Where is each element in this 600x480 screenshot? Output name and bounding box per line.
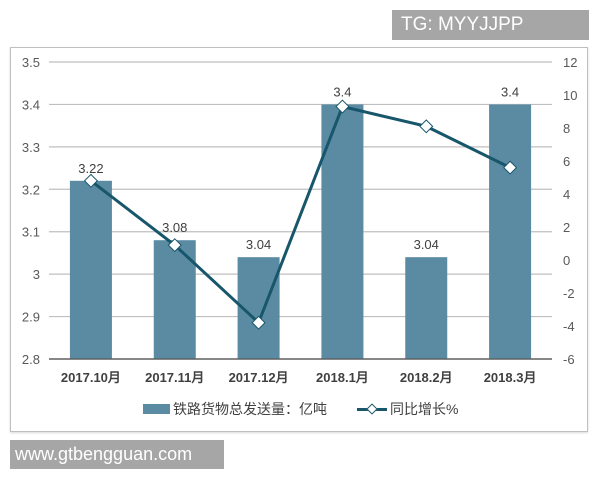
right-axis-tick: 8 bbox=[563, 121, 570, 136]
right-axis-ticks: 12 10 8 6 4 2 0 -2 -4 -6 bbox=[563, 55, 577, 367]
line-legend-swatch-icon bbox=[357, 404, 387, 414]
diamond-marker-icon bbox=[503, 160, 518, 175]
bar bbox=[69, 180, 112, 359]
bar bbox=[321, 104, 364, 359]
legend: 铁路货物总发送量：亿吨 同比增长% bbox=[143, 399, 458, 419]
bar-legend-label: 铁路货物总发送量：亿吨 bbox=[173, 401, 327, 417]
right-axis-tick: 12 bbox=[563, 55, 577, 70]
bar bbox=[405, 257, 448, 359]
left-axis-tick: 3.4 bbox=[22, 97, 40, 112]
x-axis-labels: 2017.10月 2017.11月 2017.12月 2018.1月 2018.2月 20… bbox=[61, 370, 537, 385]
bar-legend-swatch bbox=[143, 404, 170, 414]
right-axis-tick: -6 bbox=[563, 352, 575, 367]
x-axis-label: 2018.3月 bbox=[484, 370, 537, 385]
right-axis-tick: 10 bbox=[563, 88, 577, 103]
bar-data-labels: 3.22 3.08 3.04 3.4 3.04 3.4 bbox=[78, 84, 519, 252]
bar-data-label: 3.04 bbox=[414, 237, 439, 252]
bar-data-label: 3.22 bbox=[78, 161, 103, 176]
left-axis-tick: 3.5 bbox=[22, 55, 40, 70]
growth-line bbox=[90, 104, 511, 326]
right-axis-tick: 6 bbox=[563, 154, 570, 169]
diamond-marker-icon bbox=[335, 99, 350, 114]
right-axis-tick: -2 bbox=[563, 286, 575, 301]
chart-frame bbox=[10, 47, 588, 432]
left-axis-tick: 2.9 bbox=[22, 310, 40, 325]
x-axis-label: 2018.1月 bbox=[316, 370, 369, 385]
diamond-marker-icon bbox=[167, 238, 182, 253]
x-axis-label: 2018.2月 bbox=[400, 370, 453, 385]
watermark-top: TG: MYYJJPP bbox=[392, 10, 589, 40]
line-series bbox=[83, 99, 518, 330]
left-axis-tick: 2.8 bbox=[22, 352, 40, 367]
left-axis-tick: 3.2 bbox=[22, 182, 40, 197]
bar-data-label: 3.4 bbox=[333, 84, 351, 99]
right-axis-tick: -4 bbox=[563, 319, 575, 334]
x-axis-label: 2017.10月 bbox=[61, 370, 121, 385]
diamond-marker-icon bbox=[419, 119, 434, 134]
watermark-bottom: www.gtbengguan.com bbox=[10, 440, 224, 469]
diamond-marker-icon bbox=[251, 315, 266, 330]
bar-series bbox=[49, 104, 552, 360]
right-axis-tick: 4 bbox=[563, 187, 570, 202]
bar-data-label: 3.04 bbox=[246, 237, 271, 252]
left-axis-ticks: 3.5 3.4 3.3 3.2 3.1 3 2.9 2.8 bbox=[22, 55, 40, 367]
left-axis-tick: 3.1 bbox=[22, 225, 40, 240]
left-axis-tick: 3 bbox=[33, 267, 40, 282]
right-axis-tick: 2 bbox=[563, 220, 570, 235]
x-axis-label: 2017.11月 bbox=[145, 370, 204, 385]
bar-data-label: 3.08 bbox=[162, 220, 187, 235]
line-legend-label: 同比增长% bbox=[390, 401, 459, 417]
x-axis-label: 2017.12月 bbox=[229, 370, 289, 385]
right-axis-tick: 0 bbox=[563, 253, 570, 268]
diamond-marker-icon bbox=[83, 173, 98, 188]
bar bbox=[489, 104, 532, 359]
bar-data-label: 3.4 bbox=[501, 84, 519, 99]
left-axis-tick: 3.3 bbox=[22, 140, 40, 155]
